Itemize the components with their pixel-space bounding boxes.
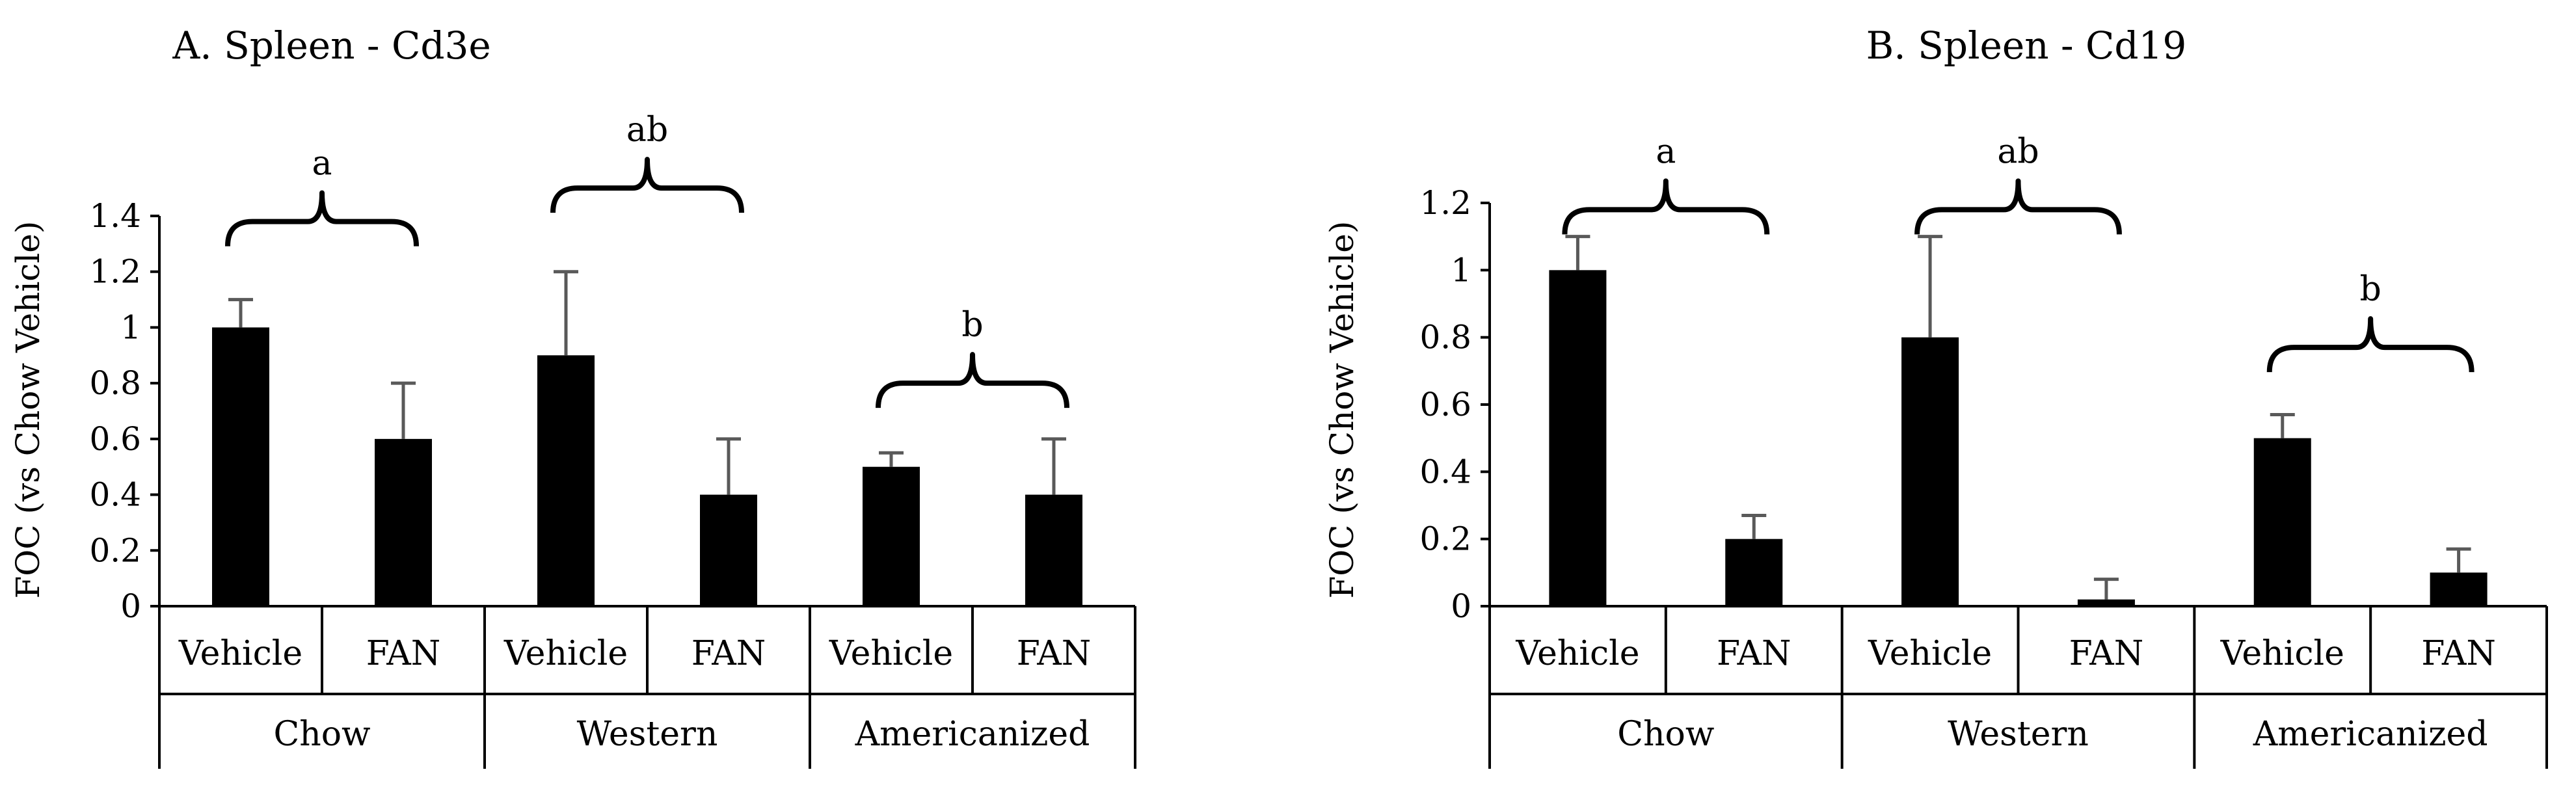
chart-title: A. Spleen - Cd3e <box>172 23 490 68</box>
chart-a-spleen-cd3e: A. Spleen - Cd3e FOC (vs Chow Vehicle) 0… <box>9 23 1136 769</box>
bar <box>1901 337 1959 606</box>
x-group-label: Americanized <box>855 715 1090 754</box>
y-tick-label: 1.2 <box>1419 184 1471 222</box>
x-category-label: FAN <box>366 634 441 673</box>
y-tick-label: 0.4 <box>89 476 141 514</box>
significance-bracket <box>550 157 744 213</box>
bar <box>375 438 432 606</box>
bar <box>212 327 269 606</box>
y-tick-label: 0 <box>1451 587 1471 625</box>
y-axis-label: FOC (vs Chow Vehicle) <box>9 221 47 599</box>
x-category-label: FAN <box>691 634 766 673</box>
significance-bracket <box>2266 316 2475 373</box>
x-category-label: FAN <box>1717 634 1791 673</box>
x-category-label: FAN <box>2069 634 2144 673</box>
significance-label: b <box>2360 270 2381 309</box>
x-category-label: FAN <box>1017 634 1092 673</box>
y-tick-label: 1 <box>120 308 141 346</box>
bar <box>2077 599 2135 606</box>
significance-bracket <box>225 190 419 247</box>
x-category-label: Vehicle <box>2220 634 2344 673</box>
y-tick-label: 0 <box>120 587 141 625</box>
y-tick-label: 1 <box>1451 251 1471 289</box>
y-axis-label: FOC (vs Chow Vehicle) <box>1323 221 1361 599</box>
y-tick-label: 1.2 <box>89 253 141 291</box>
significance-label: ab <box>1997 132 2039 171</box>
y-tick-label: 0.4 <box>1419 453 1471 490</box>
y-tick-label: 0.6 <box>1419 386 1471 423</box>
bar <box>2430 572 2488 606</box>
x-group-label: Western <box>1948 715 2089 754</box>
x-category-label: Vehicle <box>1515 634 1639 673</box>
chart-b-spleen-cd19: B. Spleen - Cd19 FOC (vs Chow Vehicle) 0… <box>1323 23 2548 769</box>
x-category-label: FAN <box>2421 634 2496 673</box>
bar <box>700 494 757 606</box>
x-category-label: Vehicle <box>178 634 302 673</box>
bar <box>1549 270 1607 606</box>
bar <box>863 466 920 606</box>
x-group-label: Chow <box>273 715 370 754</box>
y-tick-label: 0.6 <box>89 420 141 458</box>
x-category-label: Vehicle <box>1868 634 1992 673</box>
y-tick-label: 0.2 <box>1419 520 1471 558</box>
chart-title: B. Spleen - Cd19 <box>1866 23 2187 68</box>
significance-label: ab <box>626 111 668 150</box>
x-group-label: Western <box>577 715 718 754</box>
significance-bracket <box>1562 178 1770 235</box>
y-tick-label: 0.8 <box>89 364 141 402</box>
x-category-label: Vehicle <box>829 634 953 673</box>
y-tick-label: 0.2 <box>89 531 141 569</box>
x-group-label: Americanized <box>2253 715 2488 754</box>
y-tick-label: 0.8 <box>1419 319 1471 356</box>
significance-label: a <box>1656 132 1676 171</box>
bar <box>537 355 595 606</box>
significance-bracket <box>1914 178 2122 235</box>
bar <box>1725 539 1783 606</box>
significance-label: b <box>961 306 983 345</box>
x-category-label: Vehicle <box>503 634 628 673</box>
y-tick-label: 1.4 <box>89 197 141 235</box>
significance-label: a <box>312 144 332 183</box>
x-group-label: Chow <box>1617 715 1714 754</box>
bar <box>1025 494 1082 606</box>
significance-bracket <box>876 352 1069 408</box>
bar <box>2253 438 2311 606</box>
